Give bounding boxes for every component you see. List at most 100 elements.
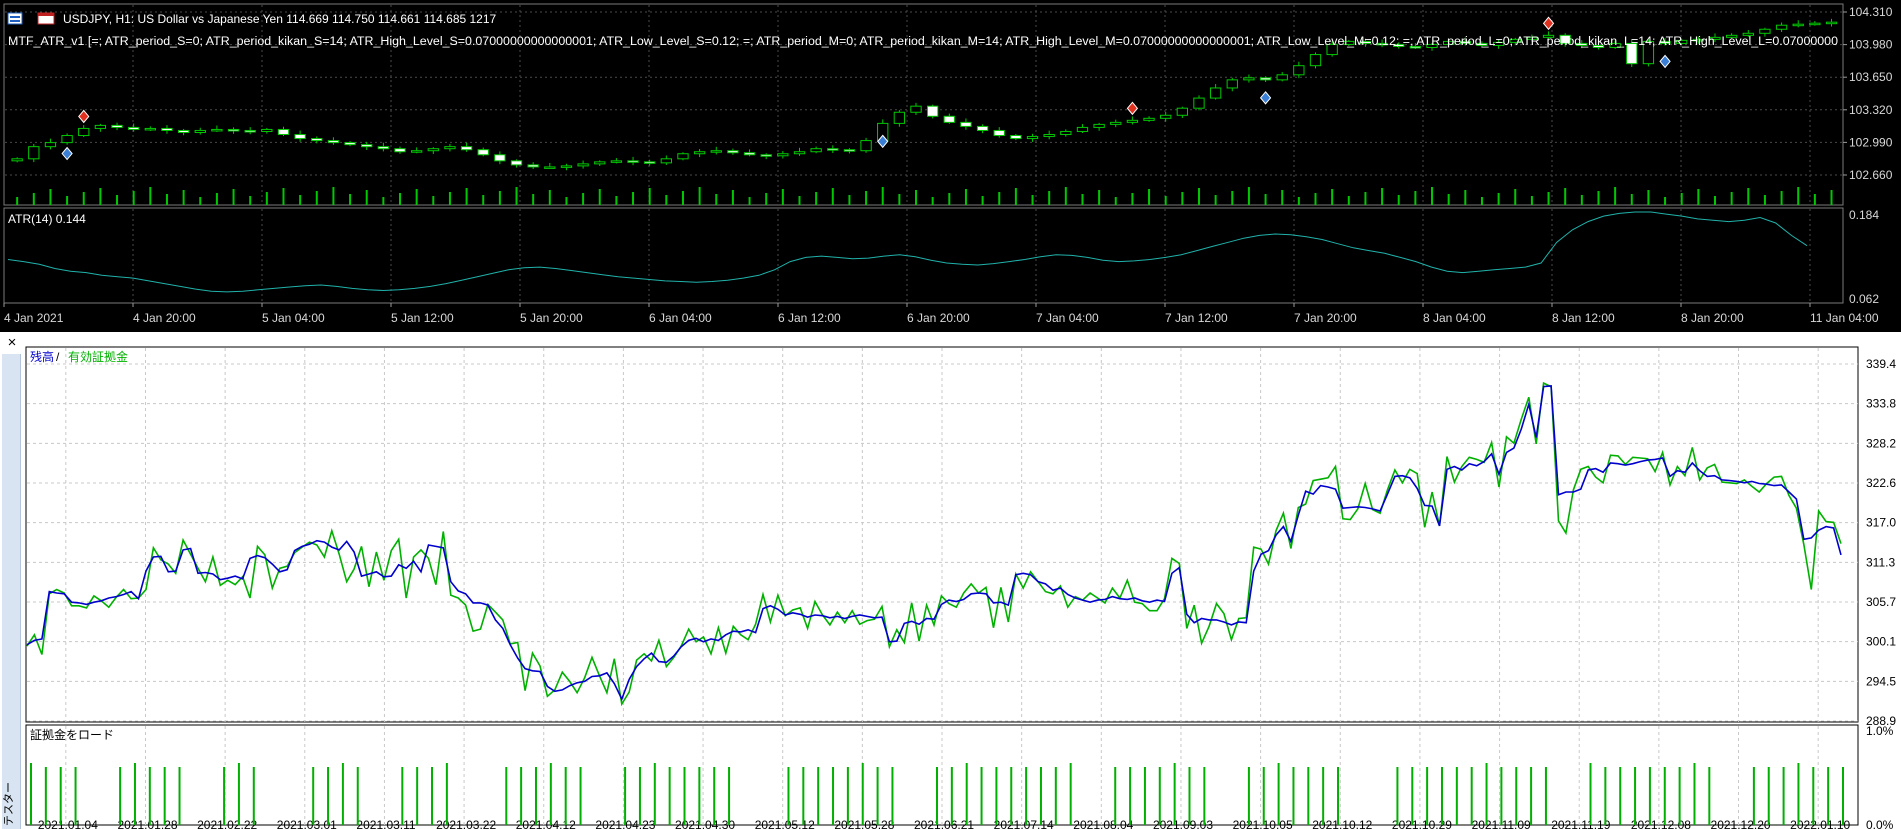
volume-bar — [765, 193, 768, 205]
candle-bull — [1759, 28, 1771, 34]
volume-bar — [964, 189, 967, 205]
deposit-load-bar — [1752, 767, 1755, 825]
price-scale-label: 103.980 — [1849, 38, 1893, 52]
deposit-load-bar — [579, 767, 582, 825]
time-axis-label: 6 Jan 20:00 — [907, 311, 970, 325]
candle-bear — [494, 154, 506, 162]
volume-bar — [831, 188, 834, 205]
volume-bar — [1647, 190, 1650, 205]
candle-bear — [743, 152, 756, 156]
volume-bar — [1431, 187, 1434, 205]
volume-bar — [99, 188, 102, 205]
price-chart-canvas[interactable]: 4 Jan 2021 4 Jan 20:00 5 Jan 04:00 5 Jan 12… — [0, 0, 1901, 332]
date-axis-label: 2021.03.22 — [436, 818, 496, 829]
volume-bar — [149, 187, 152, 205]
candle-bull — [1309, 54, 1322, 67]
deposit-load-bar — [980, 767, 983, 825]
time-axis-label: 4 Jan 2021 — [4, 311, 64, 325]
buy-signal-arrow — [1259, 91, 1272, 105]
candle-bull — [78, 127, 90, 137]
deposit-load-bar — [1262, 767, 1265, 825]
deposit-load-bar — [683, 767, 686, 825]
price-scale-label: 102.660 — [1849, 168, 1893, 182]
candle-bear — [827, 148, 839, 151]
candle-bear — [1393, 43, 1405, 47]
time-axis-label: 11 Jan 04:00 — [1810, 311, 1879, 325]
volume-bar — [1414, 191, 1417, 205]
candle-bull — [1526, 36, 1538, 40]
deposit-load-bar — [1188, 767, 1191, 825]
close-icon[interactable]: × — [7, 334, 17, 351]
volume-bar — [349, 194, 352, 205]
candle-bear — [161, 127, 173, 131]
volume-bar — [582, 193, 585, 205]
deposit-load-bar — [327, 767, 330, 825]
deposit-load-bar — [1069, 763, 1072, 825]
volume-bar — [465, 188, 468, 205]
time-axis-label: 8 Jan 12:00 — [1552, 311, 1615, 325]
volume-bar — [1098, 190, 1101, 205]
deposit-load-bar — [341, 763, 344, 825]
volume-bar — [299, 195, 302, 205]
candle-bull — [11, 158, 23, 162]
time-axis-label: 8 Jan 04:00 — [1423, 311, 1486, 325]
deposit-load-bar — [431, 767, 434, 825]
volume-bar — [165, 194, 168, 205]
candle-bull — [61, 135, 73, 144]
candle-bear — [1592, 44, 1605, 48]
deposit-load-bar — [237, 763, 240, 825]
deposit-load-bar — [1797, 763, 1800, 825]
tester-side-tab[interactable]: テスター — [2, 354, 21, 829]
volume-bar — [1048, 191, 1051, 205]
deposit-load-bar — [148, 767, 151, 825]
deposit-load-bar — [30, 763, 32, 825]
volume-bar — [49, 189, 52, 205]
equity-scale-label: 322.6 — [1866, 476, 1896, 490]
candle-bear — [277, 128, 290, 136]
deposit-load-bar — [653, 763, 656, 825]
deposit-load-bar — [1440, 767, 1443, 825]
time-axis-label: 7 Jan 04:00 — [1036, 311, 1099, 325]
volume-bar — [1247, 187, 1250, 205]
volume-bar — [66, 196, 69, 205]
candle-bull — [1093, 123, 1105, 128]
buy-signal-arrow — [877, 134, 889, 149]
deposit-load-bar — [1143, 767, 1146, 825]
price-chart-window[interactable]: 4 Jan 2021 4 Jan 20:00 5 Jan 04:00 5 Jan 12… — [0, 0, 1901, 332]
deposit-load-bar — [624, 767, 627, 825]
candle-bear — [311, 138, 323, 142]
volume-bar — [1514, 189, 1517, 205]
deposit-load-bar — [1678, 767, 1681, 825]
candle-bear — [394, 148, 406, 153]
atr-scale-label: 0.062 — [1849, 292, 1879, 306]
volume-bar — [1397, 195, 1400, 205]
volume-bar — [1813, 194, 1816, 205]
volume-bar — [232, 189, 235, 205]
deposit-load-bar — [1322, 767, 1325, 825]
candle-bull — [1160, 114, 1172, 119]
deposit-load-bar — [995, 767, 998, 825]
deposit-load-bar — [787, 767, 790, 825]
chart-menu-icon-line — [10, 20, 20, 22]
candle-bear — [627, 160, 639, 163]
deposit-load-bar — [1589, 763, 1592, 825]
volume-bar — [1014, 188, 1017, 205]
indicator-header: MTF_ATR_v1 [=; ATR_period_S=0; ATR_perio… — [8, 36, 1838, 48]
volume-bar — [1713, 196, 1716, 205]
atr-line — [7, 211, 1808, 293]
candle-bull — [1809, 22, 1821, 26]
deposit-load-bar — [876, 767, 879, 825]
date-axis-label: 2021.02.22 — [197, 818, 257, 829]
candle-bear — [727, 150, 739, 154]
deposit-load-bar — [1411, 767, 1414, 825]
candle-bear — [644, 161, 656, 164]
deposit-load-bar — [1500, 767, 1503, 825]
candle-bull — [1725, 34, 1738, 38]
volume-bar — [1564, 188, 1567, 205]
equity-scale-label: 333.8 — [1866, 397, 1896, 411]
date-axis-label: 2021.04.30 — [675, 818, 735, 829]
volume-bar — [515, 187, 518, 205]
equity-scale-label: 328.2 — [1866, 436, 1896, 450]
calendar-icon-header — [38, 13, 54, 16]
candle-bull — [1775, 24, 1788, 30]
